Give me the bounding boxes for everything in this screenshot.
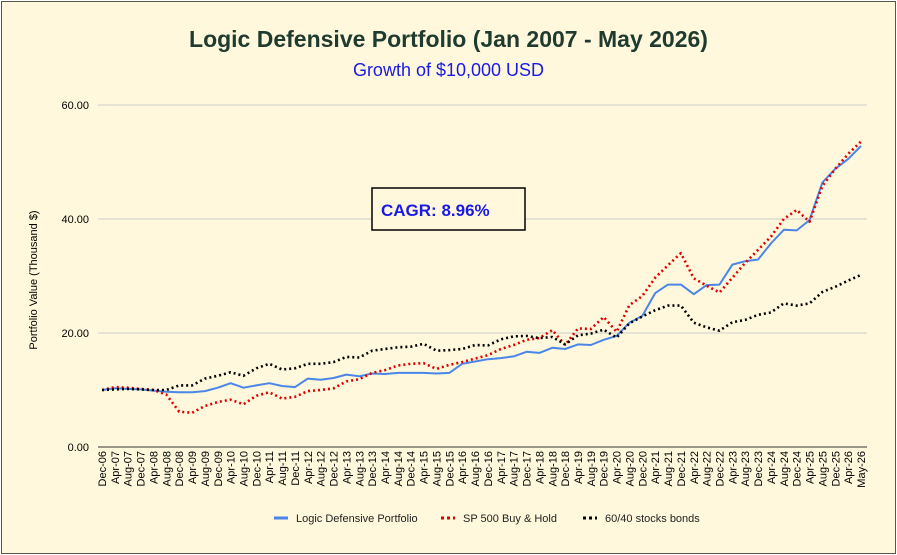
x-tick-label: Dec-10 <box>251 451 263 486</box>
x-tick-label: Apr-07 <box>110 451 122 484</box>
y-tick-label: 0.00 <box>68 442 89 454</box>
x-tick-label: Aug-15 <box>431 451 443 486</box>
x-tick-label: Dec-17 <box>522 451 534 486</box>
x-tick-label: Aug-22 <box>702 451 714 486</box>
x-tick-label: Aug-10 <box>239 451 251 486</box>
x-tick-label: Dec-24 <box>792 451 804 486</box>
x-tick-label: Apr-11 <box>264 451 276 483</box>
x-tick-label: Apr-26 <box>843 451 855 484</box>
x-tick-label: Apr-18 <box>534 451 546 484</box>
x-tick-label: Aug-17 <box>509 451 521 486</box>
x-tick-label: Dec-13 <box>367 451 379 486</box>
x-tick-label: Dec-25 <box>830 451 842 486</box>
x-tick-label: Aug-20 <box>624 451 636 486</box>
x-tick-label: Aug-14 <box>393 451 405 486</box>
x-tick-label: Aug-16 <box>470 451 482 486</box>
y-tick-label: 20.00 <box>61 328 89 340</box>
x-tick-label: Dec-21 <box>676 451 688 486</box>
x-tick-label: Aug-21 <box>663 451 675 486</box>
x-tick-label: Apr-24 <box>766 451 778 484</box>
x-tick-label: Apr-25 <box>805 451 817 484</box>
x-tick-label: Dec-19 <box>599 451 611 486</box>
x-tick-label: Dec-09 <box>213 451 225 486</box>
x-tick-label: Dec-14 <box>406 451 418 486</box>
chart-subtitle: Growth of $10,000 USD <box>352 60 545 80</box>
y-tick-label: 60.00 <box>61 100 89 112</box>
x-tick-label: Aug-25 <box>817 451 829 486</box>
x-tick-label: Dec-22 <box>714 451 726 486</box>
x-tick-label: Apr-14 <box>380 451 392 484</box>
legend-label: Logic Defensive Portfolio <box>296 513 418 525</box>
gridlines <box>98 104 867 448</box>
legend: Logic Defensive Portfolio SP 500 Buy & Ho… <box>274 513 700 525</box>
cagr-annotation-box: CAGR: 8.96% <box>371 187 526 231</box>
x-tick-label: Aug-08 <box>161 451 173 486</box>
legend-label: SP 500 Buy & Hold <box>463 513 557 525</box>
x-tick-label: Apr-23 <box>727 451 739 484</box>
x-tick-label: Apr-13 <box>341 451 353 484</box>
x-tick-label: Dec-15 <box>444 451 456 486</box>
x-tick-label: Apr-22 <box>689 451 701 484</box>
x-tick-label: Aug-07 <box>123 451 135 486</box>
x-tick-label: May-26 <box>856 451 868 488</box>
x-tick-label: Apr-10 <box>226 451 238 484</box>
x-tick-label: Aug-19 <box>586 451 598 486</box>
y-axis-ticks: 0.00 20.00 40.00 60.00 <box>61 100 89 454</box>
x-tick-label: Apr-20 <box>612 451 624 484</box>
x-tick-label: Dec-07 <box>136 451 148 486</box>
x-tick-label: Aug-09 <box>200 451 212 486</box>
x-tick-label: Aug-23 <box>740 451 752 486</box>
chart-title: Logic Defensive Portfolio (Jan 2007 - Ma… <box>189 26 708 52</box>
x-tick-label: Dec-16 <box>483 451 495 486</box>
x-tick-label: Dec-11 <box>290 451 302 486</box>
x-tick-label: Aug-13 <box>354 451 366 486</box>
series-lines <box>101 140 862 415</box>
x-tick-label: Apr-17 <box>496 451 508 484</box>
x-tick-label: Aug-12 <box>316 451 328 486</box>
x-tick-label: Dec-23 <box>753 451 765 486</box>
x-tick-label: Apr-12 <box>303 451 315 484</box>
x-axis-ticks: Dec-06 Apr-07 Aug-07 Dec-07 Apr-08 Aug-08 Dec-… <box>97 451 868 488</box>
x-tick-label: Apr-09 <box>187 451 199 484</box>
x-tick-label: Aug-24 <box>779 451 791 486</box>
legend-label: 60/40 stocks bonds <box>605 513 700 525</box>
x-tick-label: Dec-06 <box>97 451 109 486</box>
x-tick-label: Apr-16 <box>457 451 469 484</box>
x-tick-label: Apr-08 <box>148 451 160 484</box>
x-tick-label: Apr-21 <box>650 451 662 484</box>
x-tick-label: Aug-18 <box>547 451 559 486</box>
cagr-annotation: CAGR: 8.96% <box>381 201 490 220</box>
x-tick-label: Dec-12 <box>329 451 341 486</box>
x-tick-label: Apr-19 <box>573 451 585 484</box>
x-tick-label: Aug-11 <box>277 451 289 486</box>
x-tick-label: Dec-08 <box>174 451 186 486</box>
y-axis-label: Portfolio Value (Thousand $) <box>28 210 40 349</box>
x-tick-label: Apr-15 <box>419 451 431 484</box>
x-tick-label: Dec-18 <box>560 451 572 486</box>
x-tick-label: Dec-20 <box>637 451 649 486</box>
series-line-3 <box>101 273 862 392</box>
series-line-2 <box>101 140 862 415</box>
y-tick-label: 40.00 <box>61 214 89 226</box>
series-line-1 <box>101 145 862 394</box>
